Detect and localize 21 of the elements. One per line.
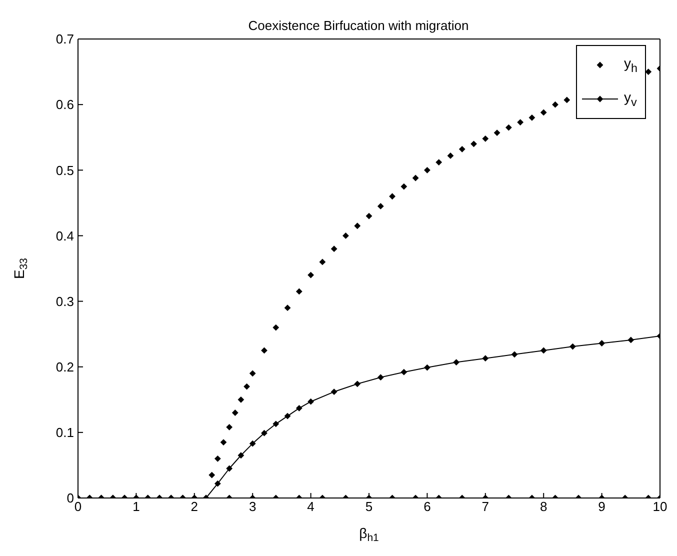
y-tick-label: 0.1: [56, 425, 74, 440]
legend-label: y$_{v}$: [624, 89, 637, 109]
x-tick-label: 4: [307, 499, 314, 514]
x-tick-label: 1: [132, 499, 140, 514]
y-tick-label: 0.7: [56, 32, 74, 47]
legend-label: y$_{h}$: [624, 55, 638, 75]
x-tick-label: 5: [365, 499, 373, 514]
x-tick-label: 10: [652, 499, 668, 514]
y-tick-label: 0.3: [56, 294, 74, 309]
chart-title: Coexistence Birfucation with migration: [248, 18, 469, 33]
x-tick-label: 8: [540, 499, 548, 514]
y-tick-label: 0.6: [56, 97, 74, 112]
x-axis-title: β$_{h1}$: [359, 525, 380, 544]
x-tick-label: 6: [424, 499, 431, 514]
x-tick-label: 9: [598, 499, 606, 514]
y-tick-label: 0.4: [56, 228, 74, 244]
y-tick-label: 0.5: [56, 162, 74, 178]
x-tick-label: 2: [190, 499, 198, 514]
x-tick-label: 7: [482, 499, 490, 514]
x-tick-label: 3: [248, 499, 256, 514]
y-tick-label: 0.2: [56, 359, 74, 374]
